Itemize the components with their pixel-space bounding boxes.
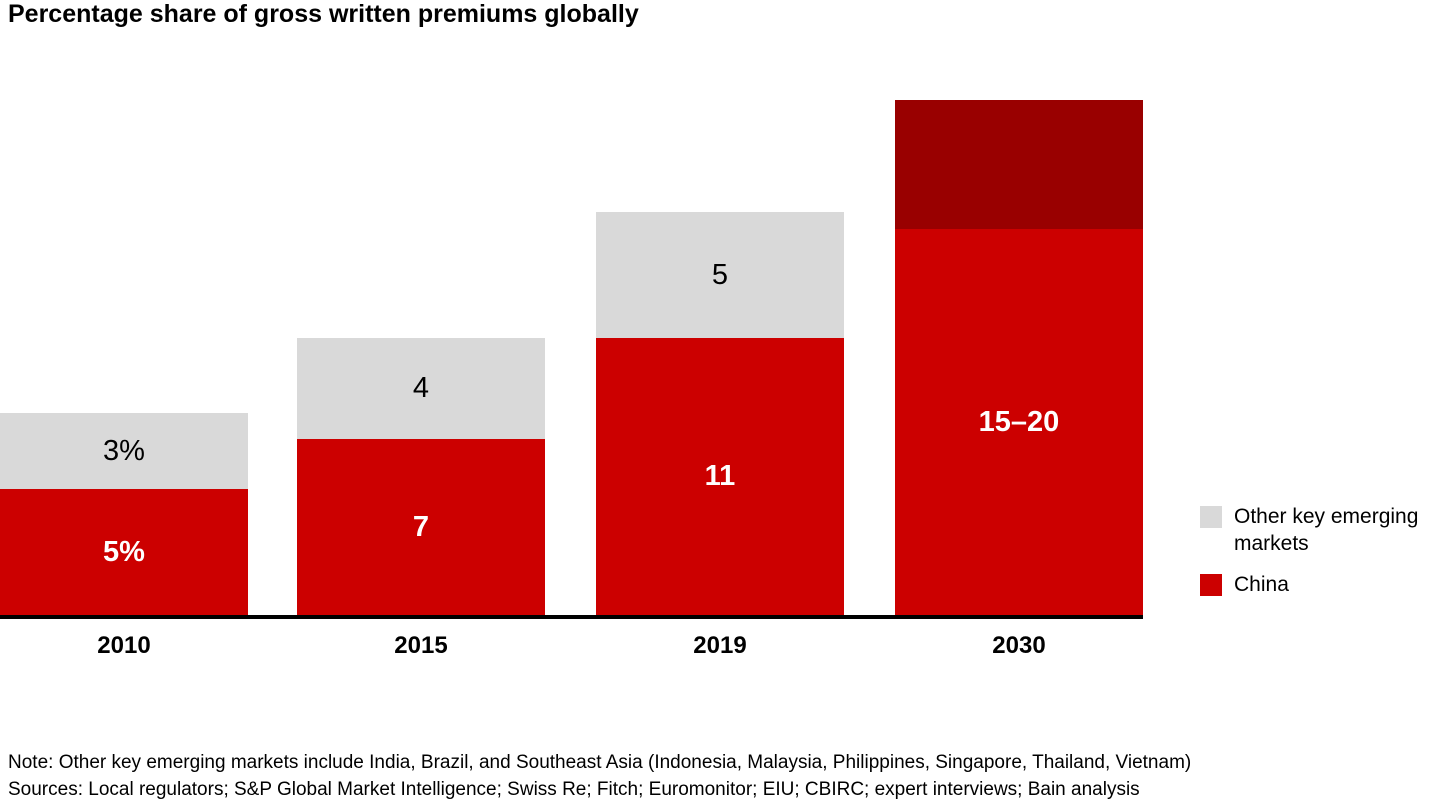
- segment-china: 7: [297, 439, 545, 615]
- segment-china: 15–20: [895, 229, 1143, 615]
- x-axis-line: [0, 615, 1143, 619]
- segment-value-label: 5%: [103, 535, 145, 568]
- legend-label: Other key emerging markets: [1234, 505, 1419, 556]
- sources-text: Sources: Local regulators; S&P Global Ma…: [8, 778, 1140, 800]
- segment-other-key-emerging-markets: [895, 100, 1143, 229]
- legend-item: Other key emerging markets: [1200, 503, 1432, 558]
- x-axis-label: 2030: [992, 632, 1046, 659]
- chart-title: Percentage share of gross written premiu…: [8, 0, 639, 28]
- segment-value-label: 15–20: [978, 405, 1060, 438]
- legend: Other key emerging markets China: [1200, 503, 1432, 611]
- segment-value-label: 5: [711, 258, 729, 291]
- legend-item: China: [1200, 571, 1432, 598]
- segment-china: 5%: [0, 489, 248, 615]
- segment-value-label: 3%: [103, 434, 145, 467]
- bar-2019: 5 11: [596, 212, 844, 615]
- segment-other-key-emerging-markets: 5: [596, 212, 844, 338]
- segment-china: 11: [596, 338, 844, 615]
- x-axis-label: 2019: [693, 632, 747, 659]
- bar-2030: 15–20: [895, 100, 1143, 615]
- x-axis-label: 2010: [97, 632, 151, 659]
- x-axis-label: 2015: [394, 632, 448, 659]
- note-text: Note: Other key emerging markets include…: [8, 752, 1192, 773]
- legend-swatch-icon: [1200, 506, 1222, 528]
- segment-value-label: 11: [704, 460, 736, 492]
- segment-value-label: 4: [412, 372, 430, 404]
- footnotes: Note: Other key emerging markets include…: [8, 750, 1191, 803]
- bar-2010: 3% 5%: [0, 413, 248, 615]
- segment-value-label: 7: [412, 510, 430, 543]
- segment-other-key-emerging-markets: 4: [297, 338, 545, 439]
- segment-other-key-emerging-markets: 3%: [0, 413, 248, 489]
- legend-swatch-icon: [1200, 573, 1222, 596]
- legend-label: China: [1234, 572, 1289, 596]
